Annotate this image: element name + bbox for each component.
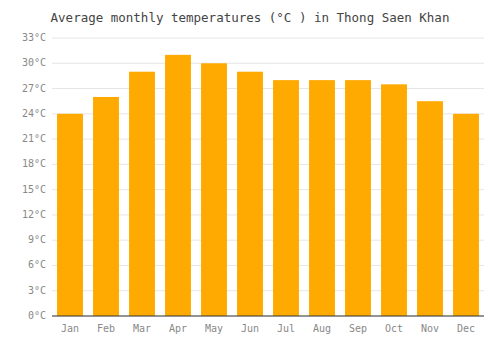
y-tick-label: 30°C xyxy=(22,57,46,68)
bar xyxy=(129,72,155,316)
grid xyxy=(52,38,484,316)
chart: Average monthly temperatures (°C ) in Th… xyxy=(0,0,500,350)
x-tick-label: May xyxy=(205,323,223,334)
y-tick-label: 24°C xyxy=(22,108,46,119)
y-tick-label: 18°C xyxy=(22,158,46,169)
bar xyxy=(381,84,407,316)
x-tick-label: Jul xyxy=(277,323,295,334)
chart-container: Average monthly temperatures (°C ) in Th… xyxy=(0,0,500,350)
bar xyxy=(273,80,299,316)
y-tick-label: 12°C xyxy=(22,209,46,220)
x-tick-label: Aug xyxy=(313,323,331,334)
x-axis xyxy=(52,316,484,317)
bars xyxy=(57,55,479,316)
y-tick-label: 21°C xyxy=(22,133,46,144)
x-tick-label: Mar xyxy=(133,323,151,334)
title: Average monthly temperatures (°C ) in Th… xyxy=(51,10,450,25)
x-tick-label: Nov xyxy=(421,323,439,334)
bar xyxy=(201,63,227,316)
bar xyxy=(309,80,335,316)
x-tick-label: Feb xyxy=(97,323,115,334)
y-tick-label: 33°C xyxy=(22,32,46,43)
bar xyxy=(57,114,83,316)
x-tick-label: Apr xyxy=(169,323,187,334)
y-tick-label: 6°C xyxy=(28,259,46,270)
bar xyxy=(93,97,119,316)
bar xyxy=(345,80,371,316)
bar xyxy=(417,101,443,316)
x-tick-label: Oct xyxy=(385,323,403,334)
y-tick-label: 0°C xyxy=(28,310,46,321)
grid-line xyxy=(52,316,484,317)
bar xyxy=(237,72,263,316)
x-tick-label: Dec xyxy=(457,323,475,334)
y-tick-label: 9°C xyxy=(28,234,46,245)
grid-line xyxy=(52,63,484,64)
bar xyxy=(165,55,191,316)
grid-line xyxy=(52,88,484,89)
x-tick-label: Jun xyxy=(241,323,259,334)
x-tick-label: Jan xyxy=(61,323,79,334)
x-tick-label: Sep xyxy=(349,323,367,334)
grid-line xyxy=(52,38,484,39)
y-tick-label: 3°C xyxy=(28,285,46,296)
bar xyxy=(453,114,479,316)
y-tick-label: 27°C xyxy=(22,83,46,94)
y-tick-label: 15°C xyxy=(22,184,46,195)
